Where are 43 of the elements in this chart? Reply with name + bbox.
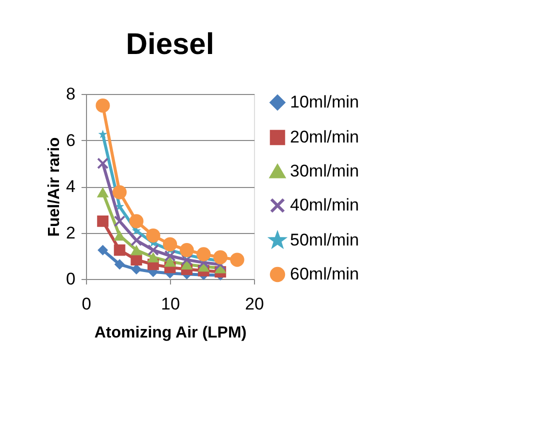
point [97,158,109,170]
legend-label: 60ml/min [290,264,359,284]
x-tick-label: 0 [82,294,92,314]
point [162,237,178,252]
point [146,228,160,243]
point [181,254,193,266]
point [114,244,126,256]
point [213,250,228,264]
legend-label: 30ml/min [290,162,359,180]
y-tick-label: 6 [66,130,76,150]
x-tick-label: 20 [245,294,264,314]
point [130,254,142,266]
y-tick-label: 2 [66,223,76,242]
point [164,250,176,262]
point [230,252,244,267]
y-tick-label: 8 [66,84,76,104]
chart-title: Diesel [126,28,214,61]
x-axis-title: Atomizing Air (LPM) [94,324,247,342]
legend-label: 50ml/min [290,230,359,250]
point [114,215,126,227]
x-tick-label: 10 [161,294,180,314]
legend-label: 40ml/min [290,196,359,214]
point [98,244,108,256]
point [96,187,109,198]
point [112,185,127,200]
point [98,130,108,138]
point [131,264,142,275]
legend-label: 20ml/min [290,128,359,146]
point [96,98,110,113]
point [164,256,176,267]
y-tick-label: 0 [66,270,76,288]
point [196,247,211,262]
point [114,259,125,270]
y-axis-title: Fuel/Air rario [46,136,64,237]
point [130,234,142,246]
legend-label: 10ml/min [290,92,359,112]
point [129,214,144,228]
point [97,215,108,227]
point [147,252,160,262]
point [180,243,194,258]
point [130,244,142,256]
point [147,244,159,256]
y-tick-label: 4 [66,177,76,196]
